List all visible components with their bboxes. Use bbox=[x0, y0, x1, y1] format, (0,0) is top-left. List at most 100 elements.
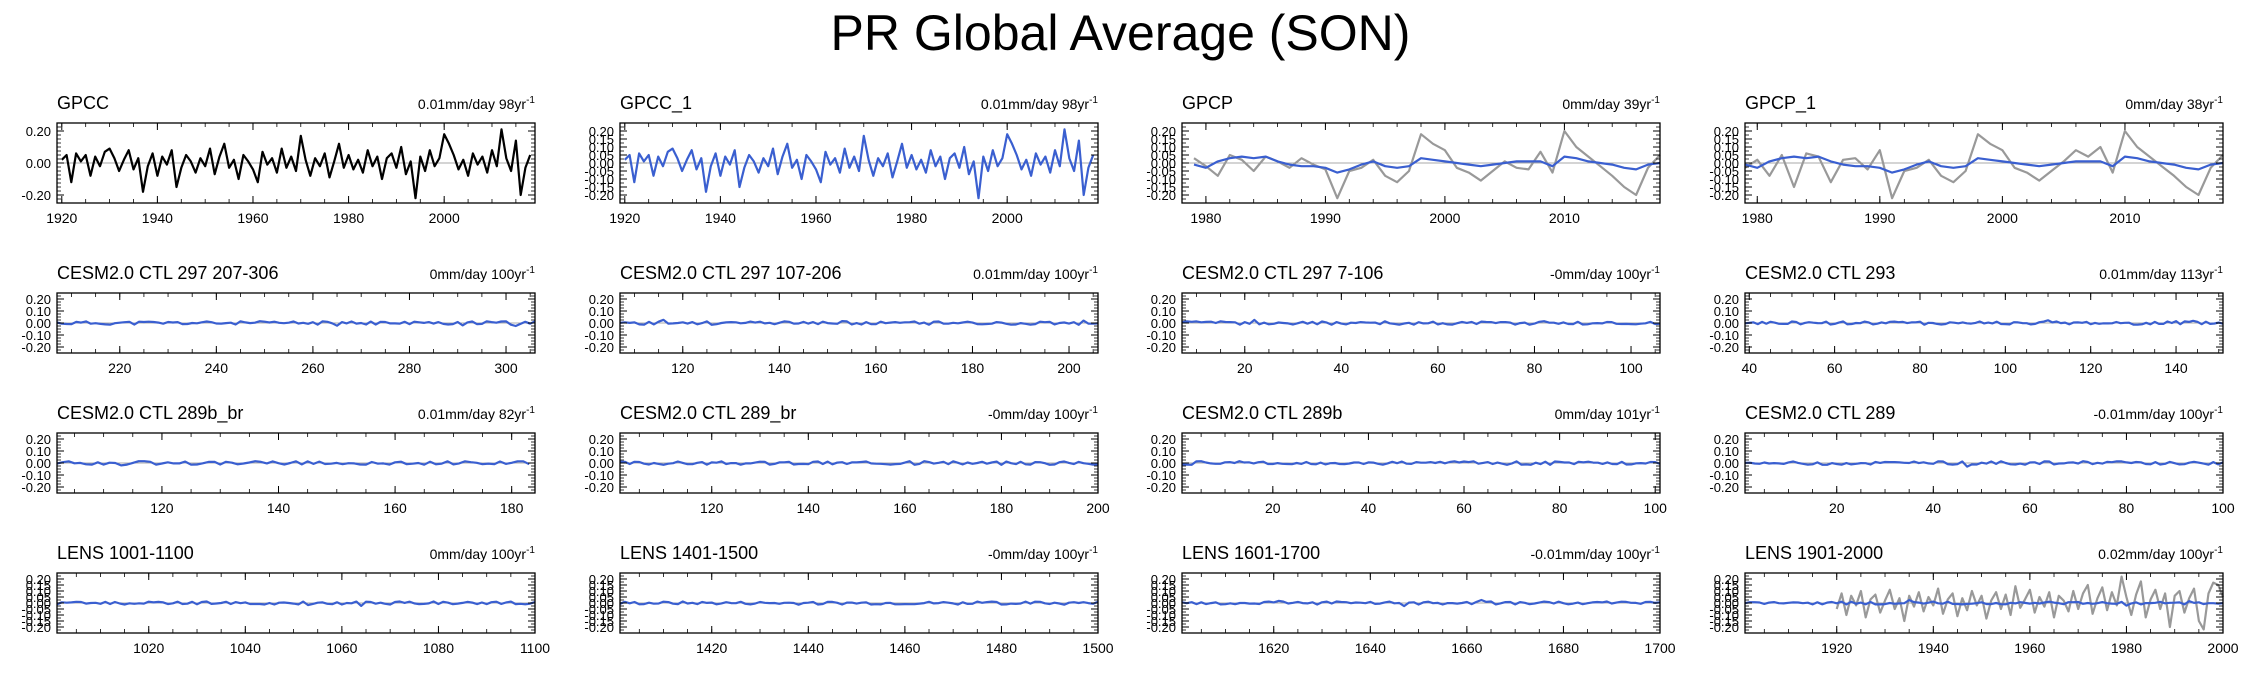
x-tick-label: 2000 bbox=[429, 210, 460, 226]
panel-trend: 0.01mm/day 82yr-1 bbox=[418, 405, 536, 422]
y-tick-label: 0.20 bbox=[26, 432, 51, 447]
y-tick-label: 0.15 bbox=[1151, 578, 1176, 593]
y-tick-label: 0.10 bbox=[26, 304, 51, 319]
panel-title: CESM2.0 CTL 297 7-106 bbox=[1182, 263, 1383, 283]
x-tick-label: 140 bbox=[267, 500, 291, 516]
x-tick-label: 20 bbox=[1265, 500, 1281, 516]
panel-trend: 0.02mm/day 100yr-1 bbox=[2098, 545, 2223, 562]
x-tick-label: 1020 bbox=[133, 640, 164, 656]
x-tick-label: 1920 bbox=[609, 210, 640, 226]
panel-trend: -0.01mm/day 100yr-1 bbox=[1530, 545, 1660, 562]
y-tick-label: 0.20 bbox=[26, 572, 51, 587]
panel-title: CESM2.0 CTL 297 107-206 bbox=[620, 263, 841, 283]
panel-trend: -0mm/day 100yr-1 bbox=[988, 545, 1098, 562]
y-tick-label: 0.20 bbox=[1151, 572, 1176, 587]
x-tick-label: 220 bbox=[108, 360, 132, 376]
x-tick-label: 2000 bbox=[1429, 210, 1460, 226]
y-tick-label: 0.00 bbox=[589, 596, 614, 611]
x-tick-label: 240 bbox=[205, 360, 229, 376]
x-tick-label: 160 bbox=[864, 360, 888, 376]
panel-13: LENS 1001-1100 0mm/day 100yr-1 0.200.150.1… bbox=[21, 543, 550, 656]
panel-trend: 0mm/day 38yr-1 bbox=[2125, 95, 2223, 112]
x-tick-label: 300 bbox=[494, 360, 518, 376]
panel-trend: 0mm/day 101yr-1 bbox=[1555, 405, 1661, 422]
x-tick-label: 120 bbox=[671, 360, 695, 376]
y-tick-label: -0.20 bbox=[1709, 340, 1739, 355]
x-tick-label: 40 bbox=[1361, 500, 1377, 516]
y-tick-label: -0.10 bbox=[584, 328, 614, 343]
x-tick-label: 2010 bbox=[2109, 210, 2140, 226]
y-tick-label: 0.00 bbox=[26, 596, 51, 611]
x-tick-label: 1060 bbox=[326, 640, 357, 656]
y-tick-label: -0.15 bbox=[1709, 614, 1739, 629]
x-tick-label: 1940 bbox=[1918, 640, 1949, 656]
panel-8: CESM2.0 CTL 293 0.01mm/day 113yr-1 0.200.1… bbox=[1709, 263, 2224, 376]
panel-title: CESM2.0 CTL 289 bbox=[1745, 403, 1895, 423]
y-tick-label: -0.20 bbox=[1709, 188, 1739, 203]
y-tick-label: 0.00 bbox=[26, 156, 51, 171]
x-tick-label: 2010 bbox=[1549, 210, 1580, 226]
y-tick-label: 0.00 bbox=[1714, 316, 1739, 331]
x-tick-label: 140 bbox=[2164, 360, 2188, 376]
y-tick-label: 0.20 bbox=[1151, 124, 1176, 139]
y-tick-label: 0.00 bbox=[589, 456, 614, 471]
series-line-1 bbox=[619, 460, 1099, 466]
panel-10: CESM2.0 CTL 289_br -0mm/day 100yr-10.200.… bbox=[584, 403, 1110, 516]
y-tick-label: 0.20 bbox=[1714, 572, 1739, 587]
y-tick-label: 0.00 bbox=[1714, 596, 1739, 611]
y-tick-label: 0.10 bbox=[1151, 584, 1176, 599]
x-tick-label: 1960 bbox=[800, 210, 831, 226]
panel-trend: 0mm/day 39yr-1 bbox=[1562, 95, 1660, 112]
y-tick-label: -0.10 bbox=[1146, 328, 1176, 343]
x-tick-label: 40 bbox=[1926, 500, 1942, 516]
panel-title: LENS 1001-1100 bbox=[57, 543, 194, 563]
panel-trend: 0.01mm/day 100yr-1 bbox=[973, 265, 1098, 282]
x-tick-label: 40 bbox=[1741, 360, 1757, 376]
y-tick-label: -0.10 bbox=[1709, 468, 1739, 483]
y-tick-label: -0.05 bbox=[1709, 602, 1739, 617]
y-tick-label: 0.20 bbox=[589, 292, 614, 307]
y-tick-label: -0.10 bbox=[1146, 468, 1176, 483]
series-line-2 bbox=[1193, 155, 1661, 174]
y-tick-label: 0.15 bbox=[1151, 132, 1176, 147]
x-tick-label: 1960 bbox=[2014, 640, 2045, 656]
panel-trend: -0mm/day 100yr-1 bbox=[1550, 265, 1660, 282]
y-tick-label: 0.10 bbox=[26, 444, 51, 459]
series-line-1 bbox=[56, 600, 536, 608]
y-tick-label: 0.05 bbox=[1714, 590, 1739, 605]
series-line-1 bbox=[1181, 460, 1661, 466]
y-tick-label: 0.15 bbox=[589, 578, 614, 593]
x-tick-label: 40 bbox=[1334, 360, 1350, 376]
series-line-1 bbox=[1744, 319, 2224, 326]
y-tick-label: 0.00 bbox=[1714, 456, 1739, 471]
y-tick-label: -0.20 bbox=[1146, 620, 1176, 635]
y-tick-label: 0.00 bbox=[1151, 316, 1176, 331]
panel-title: LENS 1601-1700 bbox=[1182, 543, 1320, 563]
y-tick-label: 0.20 bbox=[589, 124, 614, 139]
y-tick-label: -0.15 bbox=[1709, 180, 1739, 195]
x-tick-label: 2000 bbox=[992, 210, 1023, 226]
y-tick-label: -0.20 bbox=[584, 480, 614, 495]
x-tick-label: 180 bbox=[961, 360, 985, 376]
x-tick-label: 60 bbox=[1827, 360, 1843, 376]
panel-trend: 0.01mm/day 98yr-1 bbox=[981, 95, 1099, 112]
x-tick-label: 200 bbox=[1057, 360, 1081, 376]
panel-9: CESM2.0 CTL 289b_br 0.01mm/day 82yr-1 0.20… bbox=[21, 403, 536, 516]
y-tick-label: 0.20 bbox=[26, 124, 51, 139]
x-tick-label: 1990 bbox=[1310, 210, 1341, 226]
x-tick-label: 200 bbox=[1086, 500, 1110, 516]
y-tick-label: 0.05 bbox=[1151, 590, 1176, 605]
panel-title: GPCC_1 bbox=[620, 93, 692, 114]
y-tick-label: 0.20 bbox=[1714, 432, 1739, 447]
x-tick-label: 1460 bbox=[889, 640, 920, 656]
y-tick-label: -0.05 bbox=[1709, 164, 1739, 179]
y-tick-label: -0.10 bbox=[1709, 608, 1739, 623]
x-tick-label: 120 bbox=[150, 500, 174, 516]
panel-5: CESM2.0 CTL 297 207-306 0mm/day 100yr-1 0.… bbox=[21, 263, 536, 376]
x-tick-label: 80 bbox=[1912, 360, 1928, 376]
y-tick-label: -0.10 bbox=[21, 468, 51, 483]
x-tick-label: 180 bbox=[990, 500, 1014, 516]
x-tick-label: 2000 bbox=[1987, 210, 2018, 226]
series-line-1 bbox=[1193, 129, 1661, 200]
